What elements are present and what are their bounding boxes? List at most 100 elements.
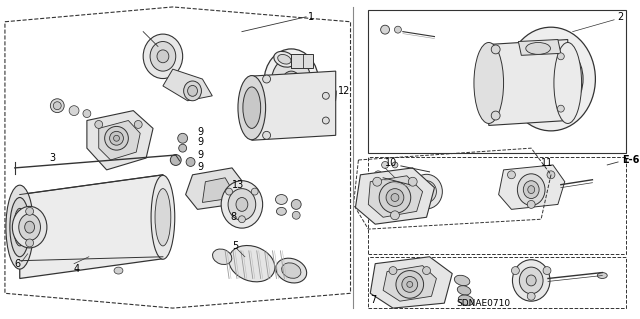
Circle shape [323,93,330,99]
Circle shape [379,182,411,213]
Circle shape [252,188,258,195]
Circle shape [381,25,390,34]
Circle shape [422,267,431,275]
Ellipse shape [534,59,568,99]
Ellipse shape [528,186,534,194]
Ellipse shape [157,50,169,63]
Text: 9: 9 [198,150,204,160]
Text: 11: 11 [541,158,554,168]
Ellipse shape [526,275,536,286]
Ellipse shape [184,81,202,101]
Ellipse shape [513,260,550,301]
Circle shape [389,267,397,275]
Ellipse shape [150,41,176,71]
Circle shape [390,211,399,220]
Circle shape [109,131,124,145]
Ellipse shape [151,175,175,259]
Text: 2: 2 [617,12,623,22]
Circle shape [396,271,424,298]
Text: 1: 1 [308,12,314,22]
Ellipse shape [411,174,442,209]
Circle shape [408,177,417,186]
Circle shape [386,189,404,206]
Ellipse shape [458,286,471,295]
Circle shape [179,144,187,152]
Ellipse shape [238,76,266,140]
Ellipse shape [228,189,256,220]
Ellipse shape [212,249,232,264]
Ellipse shape [520,267,543,294]
Text: 5: 5 [232,241,238,251]
Ellipse shape [188,85,198,96]
Circle shape [508,171,515,179]
Circle shape [186,158,195,167]
Circle shape [391,194,399,202]
Ellipse shape [417,181,436,203]
Ellipse shape [597,272,607,278]
Polygon shape [518,40,561,55]
Circle shape [262,131,271,139]
Text: 9: 9 [198,127,204,137]
Polygon shape [99,121,140,160]
Polygon shape [252,71,336,140]
Polygon shape [355,168,435,224]
Text: E-6: E-6 [622,155,639,165]
Text: 13: 13 [232,180,244,190]
Ellipse shape [524,181,539,198]
Circle shape [113,135,120,141]
Circle shape [381,161,388,168]
Polygon shape [20,175,163,278]
Circle shape [170,155,181,166]
Circle shape [527,292,535,300]
Circle shape [547,171,555,179]
Circle shape [95,121,102,128]
Circle shape [374,179,381,186]
Circle shape [53,102,61,110]
Polygon shape [202,178,232,203]
Circle shape [492,45,500,54]
Circle shape [226,188,232,195]
Ellipse shape [264,49,319,113]
Ellipse shape [526,42,550,54]
Circle shape [394,26,401,33]
Ellipse shape [474,42,504,123]
Ellipse shape [236,197,248,211]
Circle shape [492,111,500,120]
Text: 9: 9 [198,162,204,172]
Circle shape [262,75,271,83]
Ellipse shape [143,34,182,78]
Circle shape [26,239,33,247]
Polygon shape [371,257,452,308]
Circle shape [527,200,535,208]
Ellipse shape [271,57,311,105]
Ellipse shape [276,258,307,283]
Text: 7: 7 [371,295,376,305]
Circle shape [291,199,301,209]
Circle shape [323,117,330,124]
Circle shape [69,106,79,115]
Ellipse shape [506,27,595,131]
Circle shape [557,53,564,60]
Circle shape [178,133,188,143]
Ellipse shape [278,55,291,64]
Circle shape [557,105,564,112]
Ellipse shape [454,275,470,286]
Ellipse shape [25,221,35,233]
Text: 9: 9 [198,137,204,147]
Text: 3: 3 [49,153,56,163]
Circle shape [292,211,300,219]
Ellipse shape [519,42,583,116]
Ellipse shape [10,197,29,257]
Ellipse shape [12,206,47,248]
Circle shape [83,110,91,117]
Circle shape [402,277,418,292]
Ellipse shape [17,218,22,236]
Text: 6: 6 [15,259,21,269]
Circle shape [51,99,64,113]
Text: 10: 10 [385,158,397,168]
Polygon shape [368,176,422,217]
Ellipse shape [228,246,275,282]
Bar [291,54,313,68]
Ellipse shape [6,185,33,269]
Polygon shape [87,111,153,170]
